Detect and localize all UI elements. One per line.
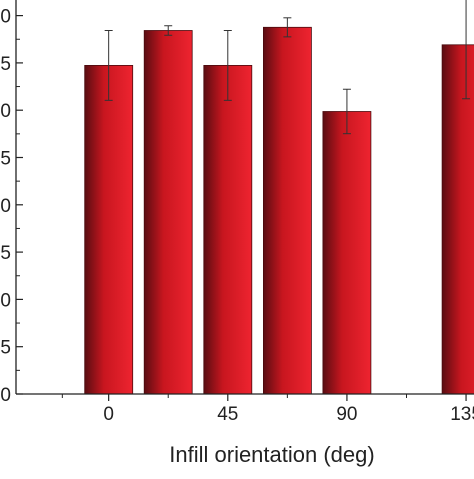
x-tick-label-1: 45	[217, 404, 238, 425]
bar-5	[441, 44, 474, 395]
y-tick-label-4: 0	[0, 196, 11, 217]
y-tick-label-8: 0	[0, 7, 11, 28]
error-bar-3	[283, 17, 292, 38]
bar-4	[322, 111, 372, 395]
y-tick-label-2: 0	[0, 290, 11, 311]
y-tick-label-7: 5	[0, 54, 11, 75]
axes: 0 5 0 5 0 5 0 5 0 0 45 90 135	[0, 0, 474, 425]
error-bar-0	[104, 30, 113, 101]
bar-1	[143, 30, 193, 395]
error-bar-1	[164, 25, 173, 36]
x-tick-label-2: 90	[336, 404, 357, 425]
x-axis-title: Infill orientation (deg)	[169, 442, 374, 467]
error-bar-5	[462, 0, 471, 100]
y-tick-label-6: 0	[0, 101, 11, 122]
x-tick-label-0: 0	[103, 404, 114, 425]
y-tick-label-1: 5	[0, 338, 11, 359]
bar-0	[84, 65, 134, 395]
plot-area	[84, 0, 474, 395]
y-tick-label-5: 5	[0, 149, 11, 170]
error-bar-2	[223, 30, 232, 101]
x-tick-label-3: 135	[450, 404, 474, 425]
y-tick-label-0: 0	[0, 385, 11, 406]
y-tick-label-3: 5	[0, 243, 11, 264]
bar-2	[203, 65, 253, 395]
bar-3	[262, 26, 312, 395]
error-bar-4	[342, 88, 351, 135]
